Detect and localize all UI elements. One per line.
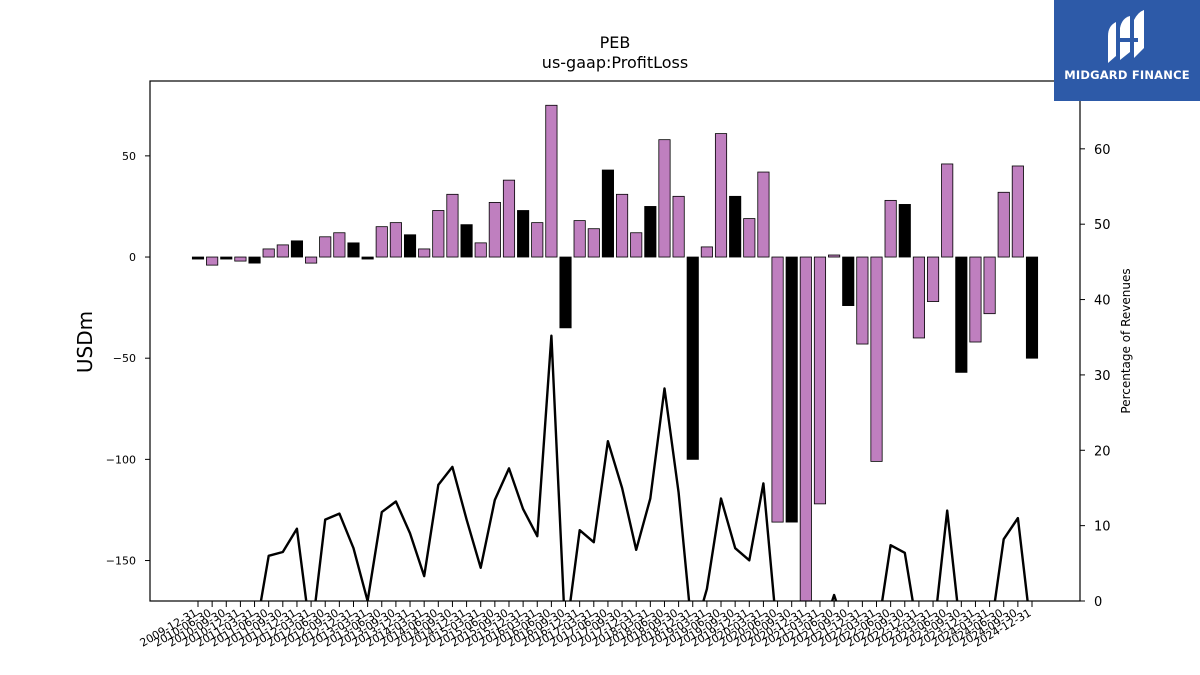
bar-2016-12-31 — [587, 228, 600, 258]
y2-tick-label: 20 — [1094, 444, 1111, 459]
bar-2023-09-30 — [969, 256, 982, 343]
bars-layer — [191, 104, 1039, 601]
bar-2024-03-31 — [997, 191, 1010, 258]
bar-2012-09-30 — [347, 242, 360, 258]
bar-2024-06-30 — [1011, 165, 1024, 258]
bar-2019-03-31 — [714, 133, 728, 258]
bar-2010-03-31 — [206, 256, 219, 266]
bar-2016-03-31 — [545, 104, 558, 258]
y2-tick-label: 30 — [1094, 369, 1111, 384]
y2-tick-label: 10 — [1094, 520, 1111, 535]
bar-2017-06-30 — [616, 193, 629, 258]
bar-2017-09-30 — [630, 232, 643, 258]
y-axis-left: 50 0 −50 −100 −150 — [106, 150, 150, 568]
bar-2019-09-30 — [743, 218, 756, 258]
y2-tick-label: 40 — [1094, 294, 1111, 309]
bar-2021-06-30 — [842, 256, 855, 306]
bar-2013-09-30 — [403, 234, 417, 258]
bar-2022-06-30 — [898, 204, 911, 258]
plot-frame — [149, 80, 1081, 602]
bar-2018-09-30 — [686, 256, 699, 460]
y-axis-label: USDm — [73, 311, 97, 373]
bar-2014-06-30 — [446, 193, 459, 258]
bar-2012-06-30 — [333, 232, 346, 258]
bar-2014-09-30 — [460, 224, 473, 258]
bar-2023-12-31 — [983, 256, 996, 315]
bar-2015-03-31 — [488, 202, 501, 258]
bar-2019-12-31 — [757, 171, 770, 258]
bar-2022-12-31 — [926, 256, 940, 302]
bar-2015-12-31 — [531, 222, 544, 258]
bar-2013-12-31 — [418, 248, 431, 258]
bar-2009-12-31 — [191, 256, 205, 260]
y2-tick-label: 0 — [1094, 595, 1102, 610]
bar-2015-06-30 — [502, 179, 516, 258]
y-tick-label: 50 — [122, 150, 136, 163]
y2-axis-label: Percentage of Revenues — [1119, 268, 1133, 413]
chart-subtitle: us-gaap:ProfitLoss — [542, 53, 688, 72]
bar-2024-09-30 — [1025, 256, 1039, 359]
midgard-finance-logo: MIDGARD FINANCE — [1054, 0, 1200, 101]
bar-2022-09-30 — [912, 256, 925, 339]
bar-2013-06-30 — [389, 222, 402, 258]
y2-tick-label: 50 — [1094, 218, 1111, 233]
y-tick-label: −100 — [106, 453, 136, 466]
bar-2019-06-30 — [729, 195, 742, 258]
bar-2023-03-31 — [941, 163, 954, 258]
bar-2014-03-31 — [432, 210, 445, 258]
bar-2021-03-31 — [828, 254, 841, 258]
bar-2011-09-30 — [290, 240, 304, 258]
bar-2016-09-30 — [573, 220, 586, 258]
bar-2021-09-30 — [856, 256, 869, 345]
bar-2022-03-31 — [884, 199, 897, 258]
bar-2010-09-30 — [234, 256, 247, 262]
bar-2017-03-31 — [601, 169, 614, 258]
bar-2016-06-30 — [559, 256, 572, 329]
bar-2014-12-31 — [474, 242, 487, 258]
midgard-logo-icon — [1108, 10, 1144, 63]
x-axis: 2009-12-312010-06-302010-09-302010-12-31… — [138, 601, 1034, 650]
bar-2012-12-31 — [361, 256, 374, 260]
y-tick-label: −50 — [113, 352, 136, 365]
y-tick-label: −150 — [106, 555, 136, 568]
bar-2012-03-31 — [319, 236, 332, 258]
bar-2018-03-31 — [658, 139, 671, 258]
bar-2010-12-31 — [248, 256, 261, 264]
bar-2020-06-30 — [785, 256, 798, 523]
bar-2010-06-30 — [220, 256, 233, 260]
bar-2020-03-31 — [771, 256, 784, 523]
bar-2020-09-30 — [799, 256, 812, 601]
percentage-line — [198, 334, 1029, 601]
bar-2018-06-30 — [672, 195, 685, 258]
bar-2011-12-31 — [305, 256, 318, 264]
bar-2017-12-31 — [644, 206, 657, 258]
bar-2013-03-31 — [375, 226, 388, 258]
logo-text: MIDGARD FINANCE — [1064, 68, 1190, 82]
y-tick-label: 0 — [129, 251, 136, 264]
bar-2011-06-30 — [276, 244, 289, 258]
bar-2011-03-31 — [262, 248, 275, 258]
chart-title: PEB — [600, 33, 631, 52]
bar-2020-12-31 — [813, 256, 827, 505]
bar-2021-12-31 — [870, 256, 883, 462]
bar-2015-09-30 — [517, 210, 530, 258]
bar-2023-06-30 — [955, 256, 968, 373]
bar-2018-12-31 — [700, 246, 713, 258]
y2-tick-label: 60 — [1094, 143, 1111, 158]
y-axis-right: 0 10 20 30 40 50 60 — [1080, 143, 1111, 610]
line-layer — [198, 334, 1029, 601]
